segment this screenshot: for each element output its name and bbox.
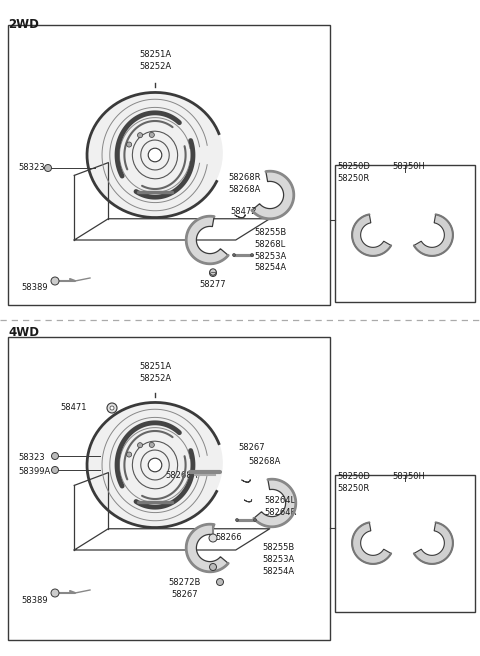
Circle shape	[51, 589, 59, 597]
Polygon shape	[414, 215, 453, 256]
Circle shape	[149, 133, 155, 138]
Circle shape	[209, 564, 216, 571]
Text: 58472: 58472	[230, 207, 256, 216]
Circle shape	[45, 165, 51, 171]
Circle shape	[51, 453, 59, 459]
Text: 58251A
58252A: 58251A 58252A	[139, 50, 171, 71]
Circle shape	[127, 452, 132, 457]
Text: 58277: 58277	[200, 280, 226, 289]
Text: 58268A: 58268A	[165, 470, 197, 480]
Circle shape	[127, 142, 132, 147]
Circle shape	[107, 403, 117, 413]
Text: 58251A
58252A: 58251A 58252A	[139, 362, 171, 383]
Polygon shape	[186, 216, 228, 264]
Ellipse shape	[87, 402, 223, 527]
Circle shape	[253, 518, 256, 522]
Circle shape	[149, 442, 155, 447]
Text: 58389: 58389	[22, 283, 48, 292]
Text: 58389: 58389	[22, 596, 48, 605]
Circle shape	[209, 270, 216, 276]
Circle shape	[251, 253, 253, 256]
Polygon shape	[352, 215, 391, 256]
Polygon shape	[254, 479, 296, 527]
Text: 2WD: 2WD	[8, 18, 39, 31]
Circle shape	[137, 443, 143, 448]
Circle shape	[216, 579, 224, 586]
Circle shape	[148, 148, 162, 162]
Bar	[8, 337, 330, 640]
Polygon shape	[352, 522, 391, 564]
Text: 58250D
58250R: 58250D 58250R	[337, 472, 370, 493]
Text: 58266: 58266	[215, 533, 241, 542]
Text: 58323: 58323	[18, 453, 45, 462]
Circle shape	[232, 253, 236, 256]
Text: 58250D
58250R: 58250D 58250R	[337, 162, 370, 183]
Text: 58255B
58268L
58253A
58254A: 58255B 58268L 58253A 58254A	[254, 228, 286, 272]
Text: 58350H: 58350H	[392, 472, 425, 481]
Text: 58268A: 58268A	[248, 457, 280, 466]
Text: 58471: 58471	[60, 403, 86, 413]
Circle shape	[236, 518, 239, 522]
Text: 58399A: 58399A	[18, 467, 50, 476]
Text: 4WD: 4WD	[8, 326, 39, 339]
Circle shape	[51, 277, 59, 285]
Text: 58272B
58267: 58272B 58267	[169, 578, 201, 599]
Text: 58264L
58264R: 58264L 58264R	[264, 496, 296, 517]
Circle shape	[137, 133, 143, 138]
Text: 58267: 58267	[238, 443, 264, 452]
Circle shape	[110, 406, 114, 410]
Text: 58323: 58323	[18, 163, 45, 173]
Circle shape	[148, 458, 162, 472]
Polygon shape	[252, 171, 294, 219]
Polygon shape	[414, 522, 453, 564]
Circle shape	[209, 534, 217, 542]
Bar	[335, 165, 475, 302]
Bar	[335, 475, 475, 612]
Bar	[8, 25, 330, 305]
Circle shape	[51, 466, 59, 474]
Text: 58268R
58268A: 58268R 58268A	[228, 173, 261, 194]
Text: 58350H: 58350H	[392, 162, 425, 171]
Ellipse shape	[87, 92, 223, 218]
Polygon shape	[186, 524, 228, 572]
Text: 58255B
58253A
58254A: 58255B 58253A 58254A	[262, 543, 294, 575]
Circle shape	[210, 269, 216, 276]
